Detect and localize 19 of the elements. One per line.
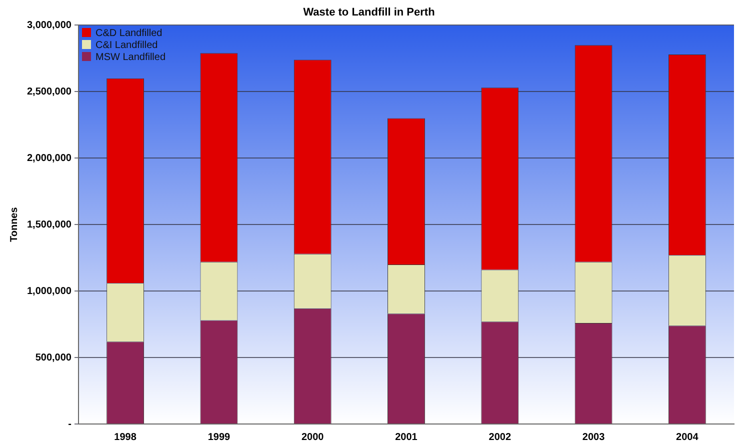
x-tick-label: 1999 [208,432,231,443]
x-tick-label: 2003 [582,432,606,443]
x-tick-label: 2004 [676,432,699,443]
x-tick-label: 2002 [488,432,512,443]
y-tick-label: 3,000,000 [26,20,72,31]
legend-label: C&I Landfilled [94,40,159,52]
y-tick-label: - [68,418,72,430]
x-tick-label: 2000 [301,432,324,443]
x-tick-label: 2001 [395,432,418,443]
y-tick-label: 1,000,000 [26,286,72,297]
chart-title: Waste to Landfill in Perth [303,6,436,19]
legend-label: MSW Landfilled [94,52,166,64]
y-tick-label: 500,000 [35,352,72,364]
x-tick-label: 1998 [114,432,137,443]
y-tick-label: 1,500,000 [26,219,72,230]
y-tick-label: 2,000,000 [26,152,72,164]
y-tick-label: 2,500,000 [26,86,72,98]
legend-label: C&D Landfilled [94,28,164,40]
y-axis-title: Tonnes [8,206,20,242]
